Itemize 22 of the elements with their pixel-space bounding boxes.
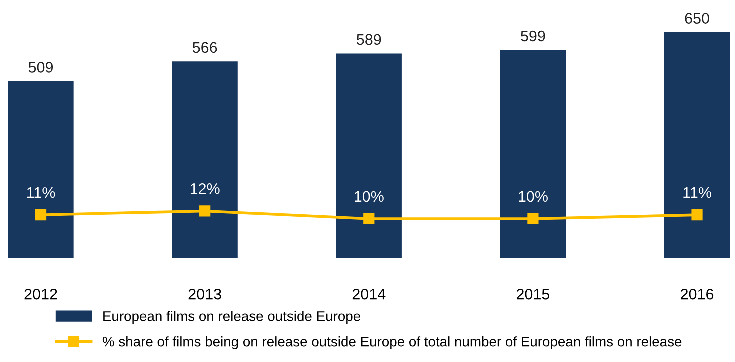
data-label: 509 <box>28 62 54 73</box>
data-label: 11% <box>684 187 712 198</box>
data-label: 599 <box>521 30 546 42</box>
bar <box>336 54 402 258</box>
bar <box>172 62 238 258</box>
x-tick-label: 2015 <box>516 288 550 300</box>
bar <box>8 81 74 258</box>
data-label: 11% <box>27 187 56 198</box>
data-label: 10% <box>355 191 384 202</box>
x-tick-label: 2013 <box>188 288 222 300</box>
data-label: 12% <box>190 183 220 194</box>
bar <box>664 32 730 258</box>
x-tick-label: 2014 <box>352 288 386 300</box>
data-label: 650 <box>685 13 710 24</box>
x-tick-label: 2012 <box>24 288 58 300</box>
legend-label: % share of films being on release outside Europe of total number of European films on release <box>102 336 682 350</box>
x-tick-label: 2016 <box>681 288 714 300</box>
data-label: 589 <box>357 34 382 46</box>
data-label: 566 <box>192 42 218 54</box>
data-label: 10% <box>519 191 548 202</box>
legend-label: European films on release outside Europe <box>104 311 360 324</box>
bar <box>500 50 566 258</box>
